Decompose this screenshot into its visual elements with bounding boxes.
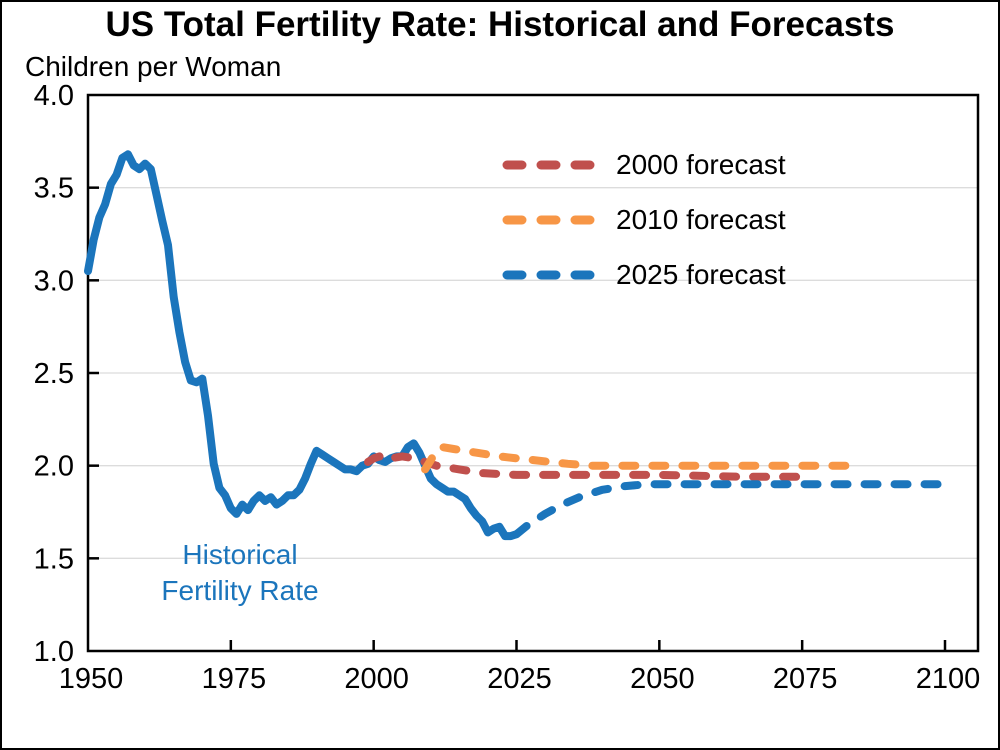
legend-label-2000: 2000 forecast xyxy=(616,148,786,180)
y-tick-label-1: 1.0 xyxy=(34,636,74,668)
x-tick-label-2075: 2075 xyxy=(773,663,838,695)
chart-title: US Total Fertility Rate: Historical and … xyxy=(105,5,895,44)
x-tick-label-2025: 2025 xyxy=(487,663,552,695)
dashed-line-swatch-2010 xyxy=(502,215,599,224)
series-2025-forecast xyxy=(512,480,949,539)
series-2000-forecast xyxy=(364,452,807,481)
y-tick-label-2.5: 2.5 xyxy=(34,358,74,390)
legend-label-2025: 2025 forecast xyxy=(616,258,786,290)
x-tick-label-2000: 2000 xyxy=(344,663,409,695)
historical-line-annotation: Historical Fertility Rate xyxy=(130,537,350,609)
y-axis-unit-label: Children per Woman xyxy=(25,51,282,82)
x-tick-label-1975: 1975 xyxy=(202,663,267,695)
x-tick-label-2050: 2050 xyxy=(630,663,695,695)
annotation-line-1: Historical xyxy=(182,539,298,570)
x-tick-label-1950: 1950 xyxy=(59,663,124,695)
legend-item-2000-forecast: 2000 forecast xyxy=(500,137,786,192)
y-tick-label-2: 2.0 xyxy=(34,451,74,483)
legend-label-2010: 2010 forecast xyxy=(616,203,786,235)
series-historical-fertility-rate xyxy=(84,150,521,541)
legend-item-2010-forecast: 2010 forecast xyxy=(500,192,786,247)
dashed-line-swatch-2000 xyxy=(502,160,599,169)
legend-item-2025-forecast: 2025 forecast xyxy=(500,247,786,302)
annotation-line-2: Fertility Rate xyxy=(161,575,319,606)
y-tick-label-1.5: 1.5 xyxy=(34,543,74,575)
dashed-line-swatch-2025 xyxy=(502,270,599,279)
legend: 2000 forecast 2010 forecast 2025 forecas… xyxy=(500,137,786,302)
series-2010-forecast xyxy=(421,443,864,474)
y-tick-label-3.5: 3.5 xyxy=(34,173,74,205)
y-tick-label-3: 3.0 xyxy=(34,265,74,297)
y-tick-label-4: 4.0 xyxy=(34,80,74,112)
x-tick-label-2100: 2100 xyxy=(916,663,981,695)
